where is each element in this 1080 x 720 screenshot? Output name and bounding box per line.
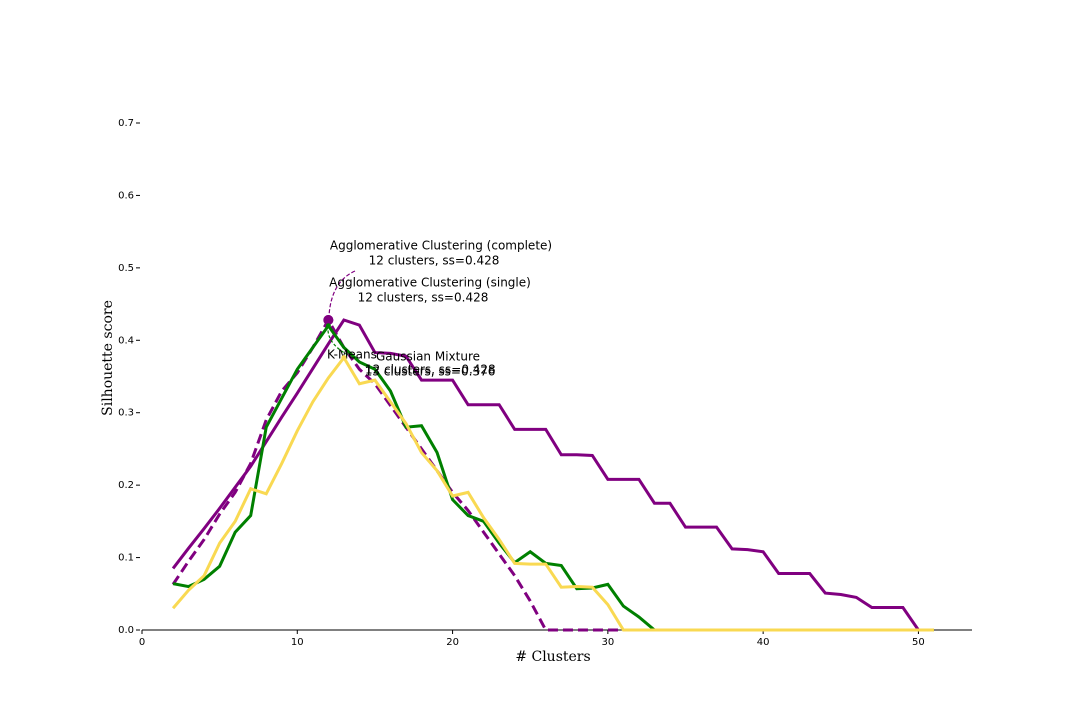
annotation-arrow xyxy=(328,270,356,317)
line-series xyxy=(171,354,934,632)
y-tick-label: 0.7 xyxy=(118,118,134,129)
x-tick-label: 0 xyxy=(139,637,145,648)
y-tick-label: 0.2 xyxy=(118,480,134,491)
annotation-text: K-Means xyxy=(327,348,377,362)
x-axis-label: # Clusters xyxy=(515,649,590,665)
x-tick-label: 20 xyxy=(446,637,459,648)
y-tick-label: 0.6 xyxy=(118,190,134,201)
y-tick-label: 0.4 xyxy=(118,335,134,346)
annotation-point xyxy=(341,355,347,361)
x-tick-label: 10 xyxy=(291,637,304,648)
annotation-point xyxy=(325,323,331,329)
annotation-text: Agglomerative Clustering (single) xyxy=(329,276,531,290)
x-tick-label: 50 xyxy=(912,637,925,648)
annotation-text: 12 clusters, ss=0.428 xyxy=(358,291,489,305)
annotation-text: Gaussian Mixture xyxy=(376,350,480,364)
x-tick-label: 30 xyxy=(601,637,614,648)
y-tick-label: 0.0 xyxy=(118,625,134,636)
y-axis-label: Silhouette score xyxy=(100,300,116,416)
y-tick-label: 0.3 xyxy=(118,408,134,419)
y-tick-label: 0.1 xyxy=(118,553,134,564)
line-series xyxy=(171,318,934,632)
annotation-point xyxy=(323,315,334,326)
annotation-text: 13 clusters, ss=0.376 xyxy=(365,365,496,379)
y-tick-label: 0.5 xyxy=(118,263,134,274)
x-tick-label: 40 xyxy=(757,637,770,648)
annotation-text: 12 clusters, ss=0.428 xyxy=(369,254,500,268)
line-series xyxy=(171,316,934,632)
annotation-text: 12 clusters, ss=0.428 xyxy=(365,363,496,377)
annotation-text: Agglomerative Clustering (complete) xyxy=(330,239,552,253)
